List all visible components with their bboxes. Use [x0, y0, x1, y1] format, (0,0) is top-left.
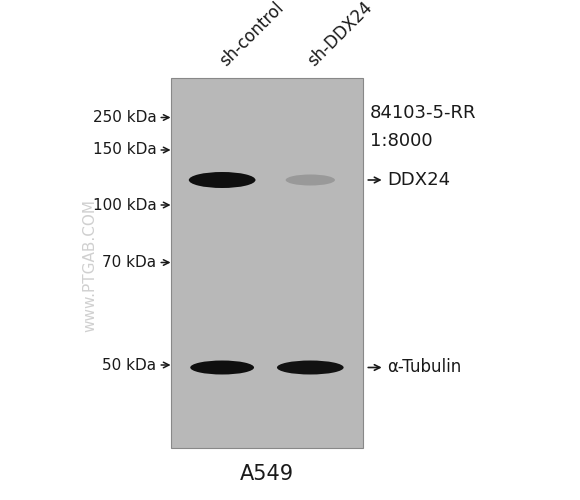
Text: 50 kDa: 50 kDa: [103, 358, 157, 372]
Ellipse shape: [277, 360, 344, 374]
Text: A549: A549: [240, 464, 294, 484]
Text: 250 kDa: 250 kDa: [93, 110, 157, 125]
Ellipse shape: [189, 172, 255, 188]
Text: 1:8000: 1:8000: [370, 132, 433, 150]
Text: DDX24: DDX24: [387, 171, 450, 189]
Text: 150 kDa: 150 kDa: [93, 142, 157, 158]
Text: sh-control: sh-control: [216, 0, 288, 70]
Ellipse shape: [190, 360, 254, 374]
Text: α-Tubulin: α-Tubulin: [387, 358, 461, 376]
Text: 84103-5-RR: 84103-5-RR: [370, 104, 477, 122]
Text: www.PTGAB.COM: www.PTGAB.COM: [82, 198, 97, 332]
Text: 70 kDa: 70 kDa: [103, 255, 157, 270]
Bar: [171, 78, 362, 448]
Ellipse shape: [286, 174, 335, 186]
Text: 100 kDa: 100 kDa: [93, 198, 157, 212]
Text: sh-DDX24: sh-DDX24: [304, 0, 376, 70]
